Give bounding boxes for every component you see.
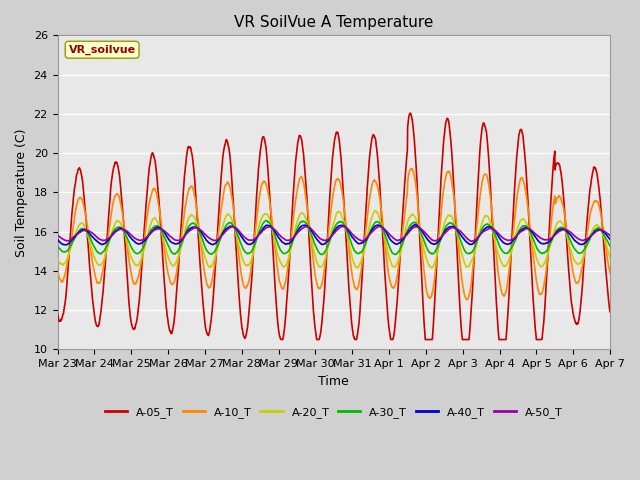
- A-05_T: [406, 110, 414, 116]
- A-20_T: [558, 220, 566, 226]
- A-30_T: [54, 243, 61, 249]
- A-50_T: [558, 227, 566, 233]
- A-50_T: [350, 233, 358, 239]
- A-30_T: [558, 225, 566, 230]
- A-40_T: [558, 226, 566, 232]
- Line: A-30_T: A-30_T: [58, 220, 610, 254]
- A-20_T: [362, 240, 370, 245]
- A-05_T: [277, 336, 285, 342]
- A-05_T: [54, 311, 61, 317]
- A-50_T: [495, 231, 502, 237]
- A-10_T: [362, 228, 369, 234]
- A-10_T: [350, 279, 358, 285]
- Line: A-50_T: A-50_T: [58, 226, 610, 241]
- A-10_T: [495, 274, 502, 279]
- A-50_T: [468, 239, 476, 244]
- A-50_T: [340, 223, 348, 229]
- A-05_T: [208, 313, 216, 319]
- A-05_T: [495, 335, 502, 341]
- A-30_T: [208, 251, 216, 256]
- A-10_T: [208, 279, 216, 285]
- A-20_T: [372, 208, 380, 214]
- A-05_T: [350, 334, 358, 339]
- A-50_T: [208, 237, 216, 242]
- A-30_T: [495, 241, 502, 247]
- A-10_T: [606, 270, 614, 276]
- X-axis label: Time: Time: [319, 374, 349, 388]
- A-10_T: [558, 198, 566, 204]
- Line: A-05_T: A-05_T: [58, 113, 610, 339]
- A-30_T: [317, 252, 325, 257]
- A-20_T: [495, 252, 502, 258]
- A-20_T: [208, 263, 216, 268]
- A-30_T: [573, 249, 581, 255]
- A-05_T: [606, 309, 614, 315]
- Line: A-20_T: A-20_T: [58, 211, 610, 268]
- A-50_T: [362, 236, 370, 241]
- A-10_T: [408, 166, 416, 171]
- A-50_T: [606, 233, 614, 239]
- Line: A-10_T: A-10_T: [58, 168, 610, 300]
- A-10_T: [573, 280, 581, 286]
- A-30_T: [362, 240, 370, 245]
- A-05_T: [558, 176, 566, 181]
- A-30_T: [262, 217, 270, 223]
- A-40_T: [362, 237, 370, 243]
- A-40_T: [606, 237, 614, 242]
- A-10_T: [54, 268, 61, 274]
- A-05_T: [362, 207, 370, 213]
- A-40_T: [495, 234, 502, 240]
- Text: VR_soilvue: VR_soilvue: [68, 45, 136, 55]
- A-20_T: [350, 260, 358, 265]
- A-20_T: [54, 255, 61, 261]
- A-50_T: [54, 232, 61, 238]
- A-05_T: [573, 322, 581, 327]
- A-50_T: [573, 235, 581, 241]
- Y-axis label: Soil Temperature (C): Soil Temperature (C): [15, 128, 28, 257]
- A-10_T: [463, 297, 471, 302]
- A-40_T: [412, 222, 419, 228]
- Title: VR SoilVue A Temperature: VR SoilVue A Temperature: [234, 15, 433, 30]
- A-40_T: [208, 241, 216, 247]
- A-30_T: [606, 243, 614, 249]
- Legend: A-05_T, A-10_T, A-20_T, A-30_T, A-40_T, A-50_T: A-05_T, A-10_T, A-20_T, A-30_T, A-40_T, …: [100, 403, 567, 422]
- A-20_T: [353, 265, 361, 271]
- A-30_T: [350, 247, 358, 253]
- A-20_T: [606, 255, 614, 261]
- A-40_T: [350, 236, 358, 242]
- A-40_T: [573, 240, 581, 245]
- Line: A-40_T: A-40_T: [58, 225, 610, 245]
- A-40_T: [62, 242, 70, 248]
- A-40_T: [54, 237, 61, 242]
- A-20_T: [573, 261, 581, 266]
